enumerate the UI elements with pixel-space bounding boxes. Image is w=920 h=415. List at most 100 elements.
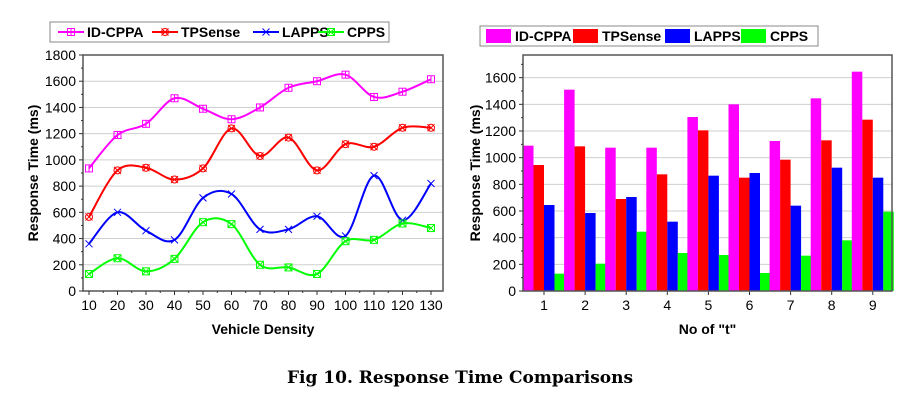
data-point-cpps-50 — [199, 218, 207, 227]
bar-cpps-1 — [554, 273, 565, 291]
bar-tpsense-1 — [533, 165, 544, 291]
x-tick-label: 70 — [252, 297, 268, 313]
data-point-cpps-120 — [398, 219, 407, 228]
marker-circle — [427, 123, 435, 132]
marker-square — [256, 260, 264, 269]
x-tick-label: 30 — [138, 297, 154, 313]
y-axis-label: Response Time (ms) — [25, 105, 41, 242]
marker-square — [142, 267, 150, 276]
data-point-lapps-40 — [170, 236, 179, 244]
marker-x-b — [284, 225, 293, 234]
series-cpps — [85, 217, 435, 278]
x-tick-label: 5 — [705, 297, 713, 313]
x-tick-label: 90 — [309, 297, 325, 313]
y-tick-label: 0 — [68, 283, 76, 299]
data-point-lapps-80 — [284, 225, 293, 234]
bar-id-cppa-5 — [687, 117, 698, 291]
bar-group-5 — [687, 117, 730, 291]
legend-label: TPSense — [181, 24, 240, 40]
legend-item-cpps: CPPS — [741, 28, 808, 44]
marker-x-b — [256, 225, 264, 234]
data-point-id-cppa-60 — [227, 115, 236, 124]
data-point-cpps-80 — [284, 263, 293, 272]
marker-x-b — [256, 152, 264, 160]
data-point-tpsense-30 — [142, 163, 150, 172]
data-point-cpps-110 — [370, 235, 378, 244]
y-tick-label: 1000 — [45, 152, 76, 168]
bar-lapps-3 — [626, 197, 637, 291]
marker-circle — [313, 166, 321, 175]
data-point-id-cppa-70 — [256, 103, 264, 112]
marker-x-b — [199, 218, 207, 227]
marker-x-b — [227, 124, 236, 133]
legend-marker — [161, 28, 169, 36]
legend-item-tpsense: TPSense — [152, 24, 240, 40]
bar-id-cppa-3 — [605, 147, 616, 291]
data-point-tpsense-20 — [113, 166, 122, 175]
data-point-lapps-60 — [227, 190, 236, 198]
marker-x-b — [327, 28, 335, 36]
series-id-cppa — [85, 70, 435, 173]
marker-x-b — [398, 123, 407, 132]
legend-item-id-cppa: ID-CPPA — [58, 24, 144, 40]
marker-x-b — [427, 123, 435, 132]
data-point-tpsense-80 — [284, 133, 293, 142]
y-tick-label: 400 — [53, 231, 77, 247]
bar-lapps-4 — [667, 221, 678, 291]
data-point-cpps-30 — [142, 267, 150, 276]
x-tick-label: 10 — [81, 297, 97, 313]
marker-x-b — [370, 236, 378, 244]
bar-lapps-5 — [708, 175, 719, 291]
marker-square — [85, 269, 93, 278]
marker-x-b — [85, 213, 93, 221]
x-tick-label: 8 — [828, 297, 836, 313]
y-tick-label: 400 — [493, 230, 517, 246]
y-tick-label: 1400 — [485, 96, 516, 112]
marker-circle — [199, 164, 207, 173]
x-tick-label: 6 — [746, 297, 754, 313]
marker-circle — [142, 163, 150, 172]
marker-x-b — [170, 255, 179, 263]
marker-x-b — [113, 208, 122, 217]
bar-id-cppa-1 — [523, 145, 534, 291]
marker-x-b — [113, 254, 122, 263]
x-tick-label: 4 — [663, 297, 671, 313]
marker-x-b — [284, 133, 293, 142]
marker-circle — [398, 123, 407, 132]
bar-tpsense-2 — [574, 146, 586, 291]
x-tick-label: 80 — [281, 297, 297, 313]
bar-id-cppa-7 — [769, 141, 781, 291]
data-point-lapps-10 — [85, 239, 93, 248]
bar-tpsense-3 — [615, 199, 627, 291]
bar-id-cppa-8 — [810, 98, 822, 291]
data-point-id-cppa-120 — [398, 87, 407, 96]
data-point-id-cppa-40 — [170, 94, 179, 103]
data-point-id-cppa-130 — [427, 75, 435, 84]
data-point-id-cppa-30 — [142, 119, 150, 128]
bar-id-cppa-6 — [728, 104, 739, 291]
data-point-cpps-100 — [341, 237, 350, 246]
x-tick-label: 100 — [334, 297, 358, 313]
bar-tpsense-8 — [821, 140, 832, 291]
marker-square — [398, 219, 407, 228]
x-tick-label: 20 — [110, 297, 126, 313]
y-tick-label: 1600 — [45, 73, 76, 89]
bar-lapps-7 — [790, 205, 802, 291]
data-point-id-cppa-110 — [370, 92, 378, 101]
bar-group-2 — [564, 89, 607, 292]
legend-label: TPSense — [602, 28, 661, 44]
x-tick-label: 130 — [419, 297, 443, 313]
legend-label: ID-CPPA — [87, 24, 144, 40]
marker-x-b — [142, 163, 150, 172]
marker-x-b — [284, 263, 293, 272]
data-point-cpps-10 — [85, 269, 93, 278]
data-point-tpsense-120 — [398, 123, 407, 132]
bar-tpsense-4 — [656, 174, 668, 291]
data-point-lapps-90 — [313, 212, 321, 221]
data-point-lapps-20 — [113, 208, 122, 217]
marker-square — [170, 254, 179, 263]
legend-swatch — [741, 29, 766, 43]
series-lapps — [85, 171, 435, 248]
marker-x-b — [313, 166, 321, 175]
bar-cpps-3 — [636, 231, 648, 291]
